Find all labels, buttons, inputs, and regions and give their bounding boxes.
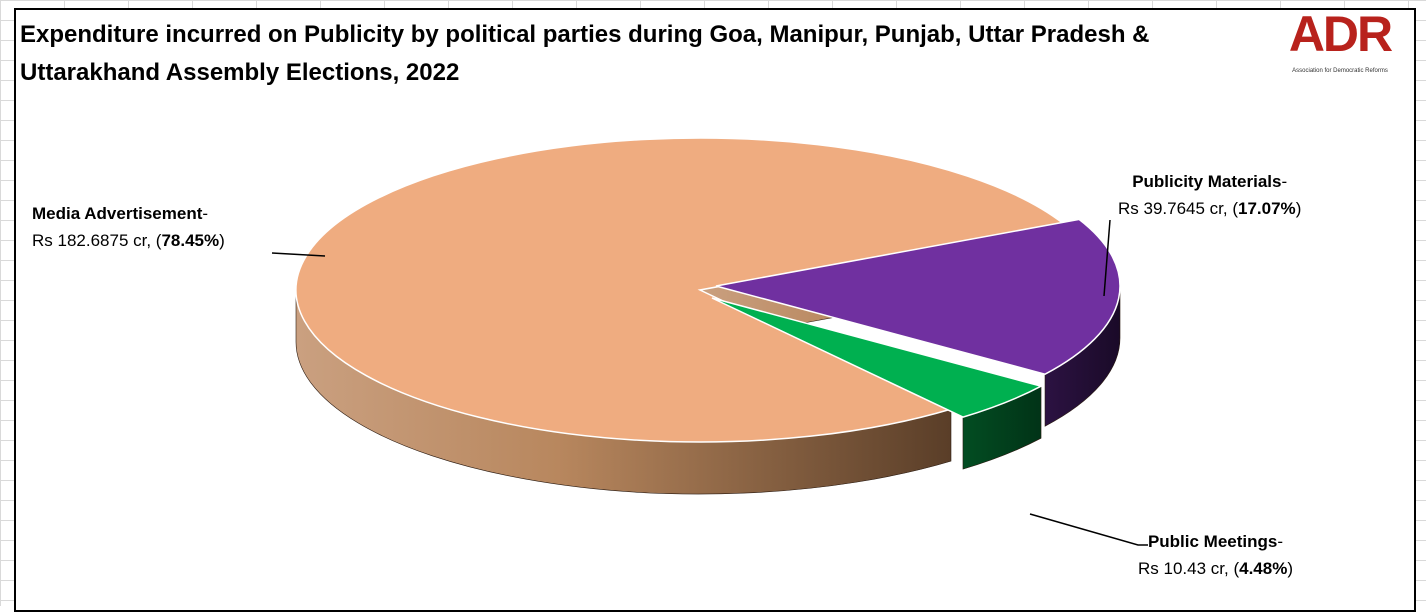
chart-title: Expenditure incurred on Publicity by pol… [20, 21, 1150, 86]
leader-materials [1103, 219, 1111, 297]
label-media-advertisement: Media Advertisement- Rs 182.6875 cr, (78… [32, 204, 225, 250]
slice-amount: Rs 39.7645 cr [1118, 199, 1223, 218]
slice-top-publicity-materials[interactable] [715, 218, 1121, 376]
leader-media [271, 252, 326, 257]
slice-percent: 78.45% [161, 231, 220, 250]
label-publicity-materials: Publicity Materials- Rs 39.7645 cr, (17.… [1118, 172, 1302, 218]
dash: - [202, 204, 209, 223]
slice-top-public-meetings[interactable] [711, 297, 1044, 418]
dash: - [1281, 172, 1288, 191]
slice-amount: Rs 182.6875 cr [32, 231, 147, 250]
slice-name: Public Meetings [1147, 532, 1278, 551]
slice-percent: 4.48% [1239, 559, 1288, 578]
logo-text: ADR [1288, 6, 1393, 62]
slice-top-media-advertisement[interactable] [295, 137, 1065, 443]
slice-name: Publicity Materials [1132, 172, 1282, 191]
label-public-meetings: Public Meetings- Rs 10.43 cr, (4.48%) [1138, 532, 1293, 578]
slice-amount: Rs 10.43 cr [1138, 559, 1224, 578]
slice-percent: 17.07% [1238, 199, 1296, 218]
logo-subtitle: Association for Democratic Reforms [1292, 68, 1388, 74]
dash: - [1277, 532, 1284, 551]
adr-logo: ADR Association for Democratic Reforms [1284, 6, 1396, 82]
leader-meetings [1029, 513, 1148, 546]
slice-name: Media Advertisement [32, 204, 203, 223]
